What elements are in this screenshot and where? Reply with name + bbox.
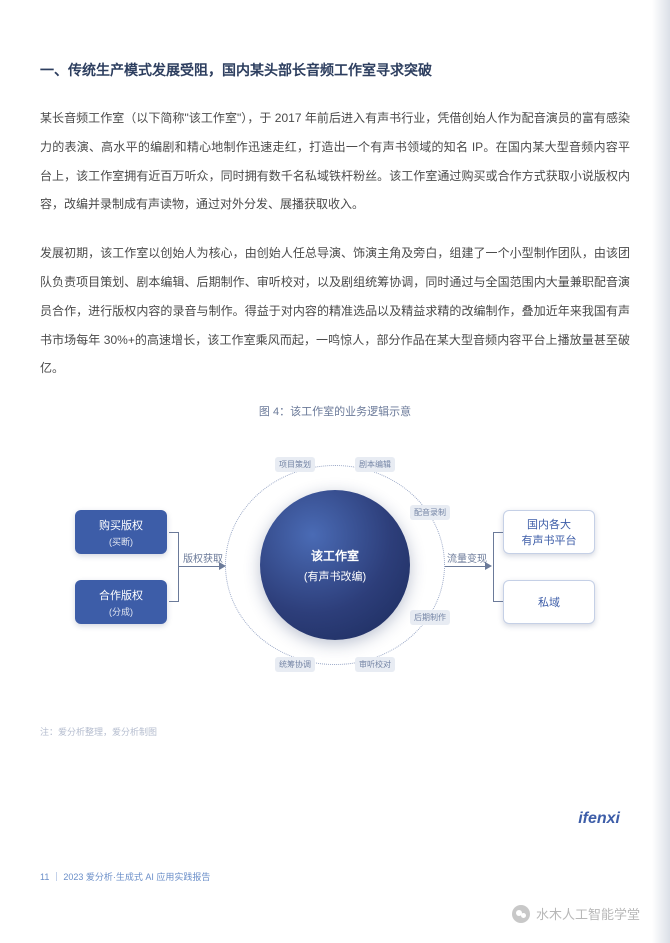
left-bracket	[169, 532, 179, 602]
dec-label: 项目策划	[275, 457, 315, 472]
watermark-text: 水木人工智能学堂	[536, 904, 640, 923]
page-number: 11	[40, 872, 49, 882]
right-box-2: 私域	[503, 580, 595, 624]
brand-logo: ifenxi	[578, 810, 620, 828]
footer-title: 2023 爱分析·生成式 AI 应用实践报告	[63, 872, 210, 882]
section-title: 一、传统生产模式发展受阻，国内某头部长音频工作室寻求突破	[40, 60, 630, 80]
left-box-1: 购买版权 (买断)	[75, 510, 167, 554]
watermark: 水木人工智能学堂	[512, 904, 640, 923]
left-box-2: 合作版权 (分成)	[75, 580, 167, 624]
left-connector	[179, 566, 219, 567]
right-box-1-l1: 国内各大	[527, 516, 571, 532]
paragraph-2: 发展初期，该工作室以创始人为核心，由创始人任总导演、饰演主角及旁白，组建了一个小…	[40, 239, 630, 383]
left-box-2-label: 合作版权	[99, 587, 143, 603]
left-box-1-sub: (买断)	[109, 535, 133, 548]
footer-sep: ｜	[52, 872, 61, 882]
right-bracket	[493, 532, 503, 602]
left-box-1-label: 购买版权	[99, 517, 143, 533]
arrow-right-label: 流量变现	[447, 550, 487, 565]
business-logic-diagram: 项目策划 剧本编辑 配音录制 后期制作 审听校对 统筹协调 该工作室 (有声书改…	[65, 435, 605, 695]
dec-label: 剧本编辑	[355, 457, 395, 472]
footer: 11 ｜ 2023 爱分析·生成式 AI 应用实践报告	[40, 870, 210, 883]
right-box-2-label: 私域	[538, 594, 560, 610]
arrow-left-label: 版权获取	[183, 550, 223, 565]
source-note: 注：爱分析整理，爱分析制图	[40, 725, 630, 738]
dec-label: 后期制作	[410, 610, 450, 625]
center-node: 该工作室 (有声书改编)	[260, 490, 410, 640]
dec-label: 统筹协调	[275, 657, 315, 672]
center-line1: 该工作室	[311, 547, 359, 564]
left-box-2-sub: (分成)	[109, 605, 133, 618]
document-page: 一、传统生产模式发展受阻，国内某头部长音频工作室寻求突破 某长音频工作室（以下简…	[0, 0, 670, 738]
right-box-1: 国内各大 有声书平台	[503, 510, 595, 554]
page-shadow	[652, 0, 670, 943]
right-box-1-l2: 有声书平台	[522, 532, 577, 548]
figure-caption: 图 4：该工作室的业务逻辑示意	[40, 403, 630, 419]
dec-label: 审听校对	[355, 657, 395, 672]
right-connector	[445, 566, 485, 567]
paragraph-1: 某长音频工作室（以下简称"该工作室"），于 2017 年前后进入有声书行业，凭借…	[40, 104, 630, 219]
dec-label: 配音录制	[410, 505, 450, 520]
center-line2: (有声书改编)	[304, 568, 366, 584]
wechat-icon	[512, 905, 530, 923]
